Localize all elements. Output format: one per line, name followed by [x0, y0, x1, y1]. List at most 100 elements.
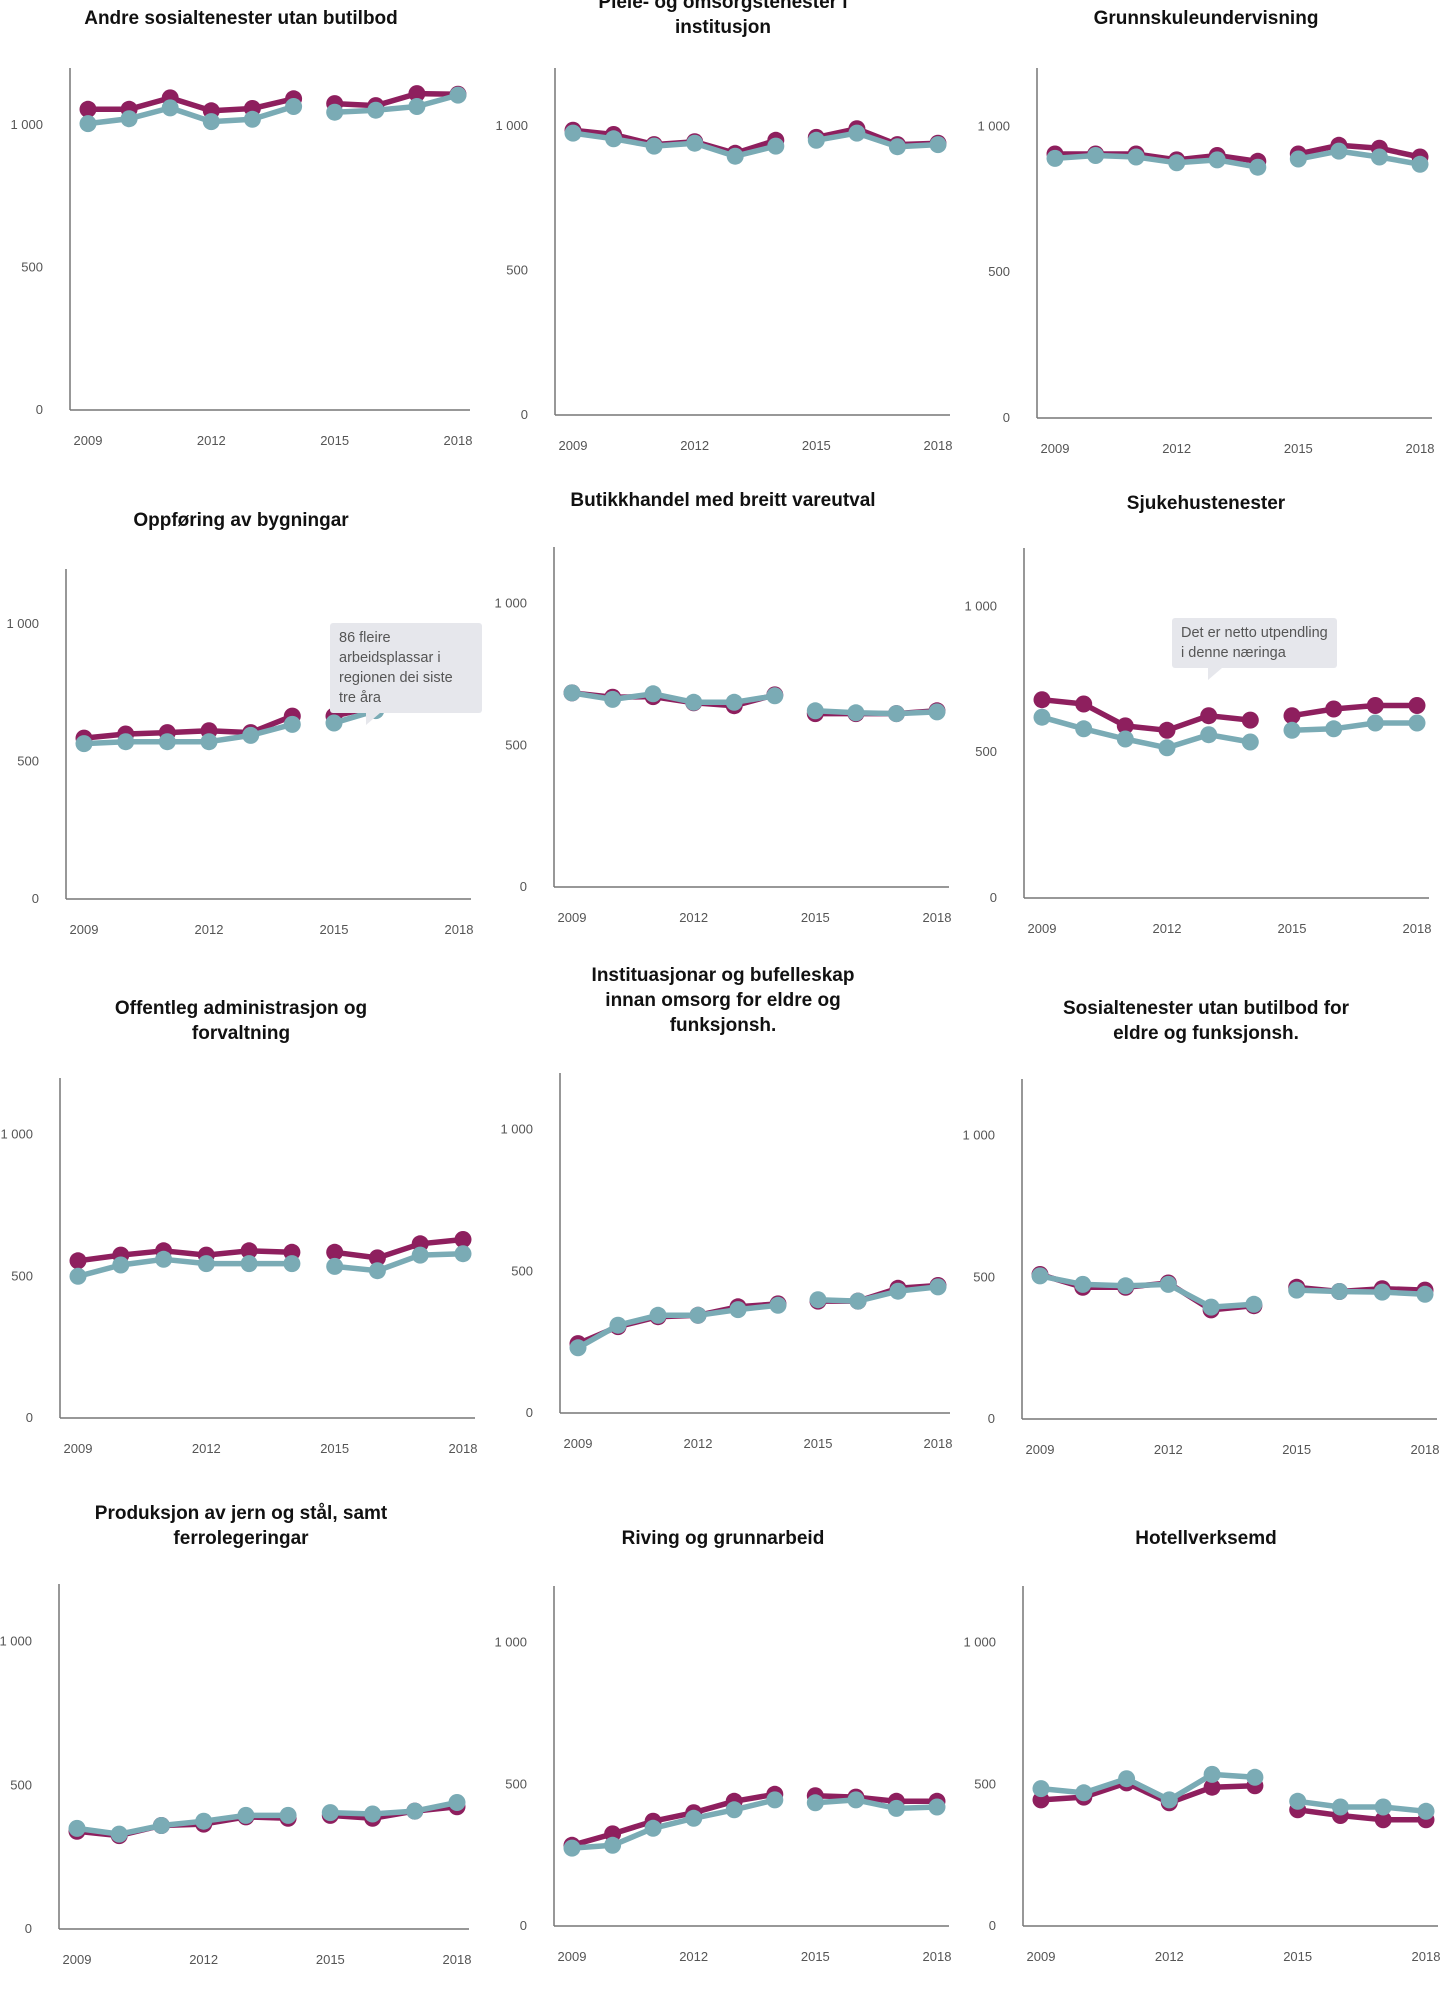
chart-plot: 0 500 1 000 2009 2012 2015 2018 [962, 1079, 1439, 1457]
data-point [1127, 148, 1145, 166]
x-tick-label: 2012 [680, 438, 709, 453]
data-point [411, 1246, 429, 1264]
series-line [327, 1799, 460, 1817]
data-point [1366, 714, 1384, 732]
data-point [849, 1292, 867, 1310]
data-point [1331, 1798, 1349, 1816]
data-point [1117, 1277, 1135, 1295]
data-point [1031, 1267, 1049, 1285]
series-line [813, 130, 941, 150]
chart-title: Instituasjonar og bufelleskap innan omso… [591, 965, 855, 1036]
data-point [1374, 1811, 1392, 1829]
data-point [563, 684, 581, 702]
x-tick-label: 2012 [195, 922, 224, 937]
x-tick-label: 2009 [559, 438, 588, 453]
data-point [283, 715, 301, 733]
data-point [1241, 711, 1259, 729]
data-point [1241, 733, 1259, 751]
data-point [1325, 700, 1343, 718]
data-point [1366, 697, 1384, 714]
x-tick-label: 2015 [1284, 441, 1313, 456]
data-point [1245, 1295, 1263, 1313]
x-tick-label: 2015 [804, 1436, 833, 1451]
data-point [240, 1242, 258, 1260]
chart-plot: 0 500 1 000 2009 2012 2015 2018 [6, 569, 474, 937]
data-point [1408, 714, 1426, 732]
data-point [408, 98, 426, 115]
series-line [331, 90, 461, 109]
data-point [325, 714, 343, 732]
data-point [1408, 697, 1426, 714]
data-point [79, 115, 97, 133]
y-tick-label: 500 [988, 264, 1010, 279]
data-point [237, 1806, 255, 1824]
x-tick-label: 2012 [189, 1952, 218, 1967]
data-point [649, 1306, 667, 1324]
data-point [806, 702, 824, 720]
data-point [454, 1231, 472, 1248]
data-point [197, 1255, 215, 1273]
chart-panel: Pleie- og omsorgstenester i institusjon 0… [482, 0, 964, 503]
x-tick-label: 2012 [1153, 921, 1182, 936]
y-tick-label: 1 000 [0, 1634, 32, 1649]
data-point [364, 1805, 382, 1823]
data-point [326, 1257, 344, 1275]
data-point [1075, 1784, 1093, 1802]
series-line [575, 1302, 781, 1351]
chart-title: Pleie- og omsorgstenester i institusjon [598, 0, 848, 38]
x-tick-label: 2009 [64, 1441, 93, 1456]
chart-title: Grunnskuleundervisning [1093, 8, 1319, 29]
data-point [449, 86, 467, 104]
data-point [887, 705, 905, 723]
x-tick-label: 2012 [679, 1949, 708, 1964]
data-point [1202, 1298, 1220, 1316]
series-line [812, 708, 940, 717]
x-tick-label: 2018 [445, 922, 474, 937]
data-point [1416, 1285, 1434, 1303]
series-line [1294, 1807, 1429, 1823]
data-point [161, 99, 179, 117]
data-point [117, 733, 135, 751]
x-tick-label: 2009 [70, 922, 99, 937]
y-tick-label: 500 [11, 1268, 33, 1283]
x-tick-label: 2012 [1162, 441, 1191, 456]
data-point [767, 137, 785, 155]
data-point [847, 1791, 865, 1809]
data-point [887, 1799, 905, 1817]
x-tick-label: 2018 [443, 1952, 472, 1967]
series-line [815, 1284, 941, 1304]
data-point [1158, 721, 1176, 739]
data-point [644, 1819, 662, 1837]
data-point [1288, 1281, 1306, 1299]
series-line [1289, 720, 1420, 734]
y-tick-label: 0 [989, 1918, 996, 1933]
series-line [1037, 1273, 1257, 1310]
chart-panel: Sjukehustenester 0 500 1 000 2009 2012 2015 201… [964, 488, 1447, 991]
y-tick-label: 1 000 [963, 1635, 996, 1650]
data-point [644, 685, 662, 703]
data-point [604, 690, 622, 708]
chart-title: Oppføring av bygningar [133, 510, 349, 531]
x-tick-label: 2009 [1027, 1949, 1056, 1964]
data-point [1159, 1275, 1177, 1293]
data-point [928, 1798, 946, 1816]
chart-plot: 0 500 1 000 2009 2012 2015 2018 [0, 1584, 472, 1967]
data-point [1283, 707, 1301, 725]
data-point [243, 110, 261, 128]
x-tick-label: 2012 [192, 1441, 221, 1456]
y-tick-label: 500 [974, 1776, 996, 1791]
chart-plot: 0 500 1 000 2009 2012 2015 2018 [964, 548, 1432, 936]
series-line [331, 92, 461, 115]
data-point [202, 113, 220, 131]
chart-title: Produksjon av jern og stål, samt ferrole… [94, 1503, 388, 1549]
data-point [564, 124, 582, 142]
chart-panel: Riving og grunnarbeid 0 500 1 000 2009 2012 20… [482, 1504, 964, 2007]
y-tick-label: 500 [21, 260, 43, 275]
chart-panel: Offentleg administrasjon og forvaltning 0… [0, 998, 482, 1501]
chart-panel: Grunnskuleundervisning 0 500 1 000 2009 2012 2… [965, 0, 1447, 503]
data-point [766, 1791, 784, 1809]
x-tick-label: 2018 [1403, 921, 1432, 936]
series-line [569, 1791, 778, 1849]
x-tick-label: 2012 [684, 1436, 713, 1451]
data-point [1158, 739, 1176, 757]
